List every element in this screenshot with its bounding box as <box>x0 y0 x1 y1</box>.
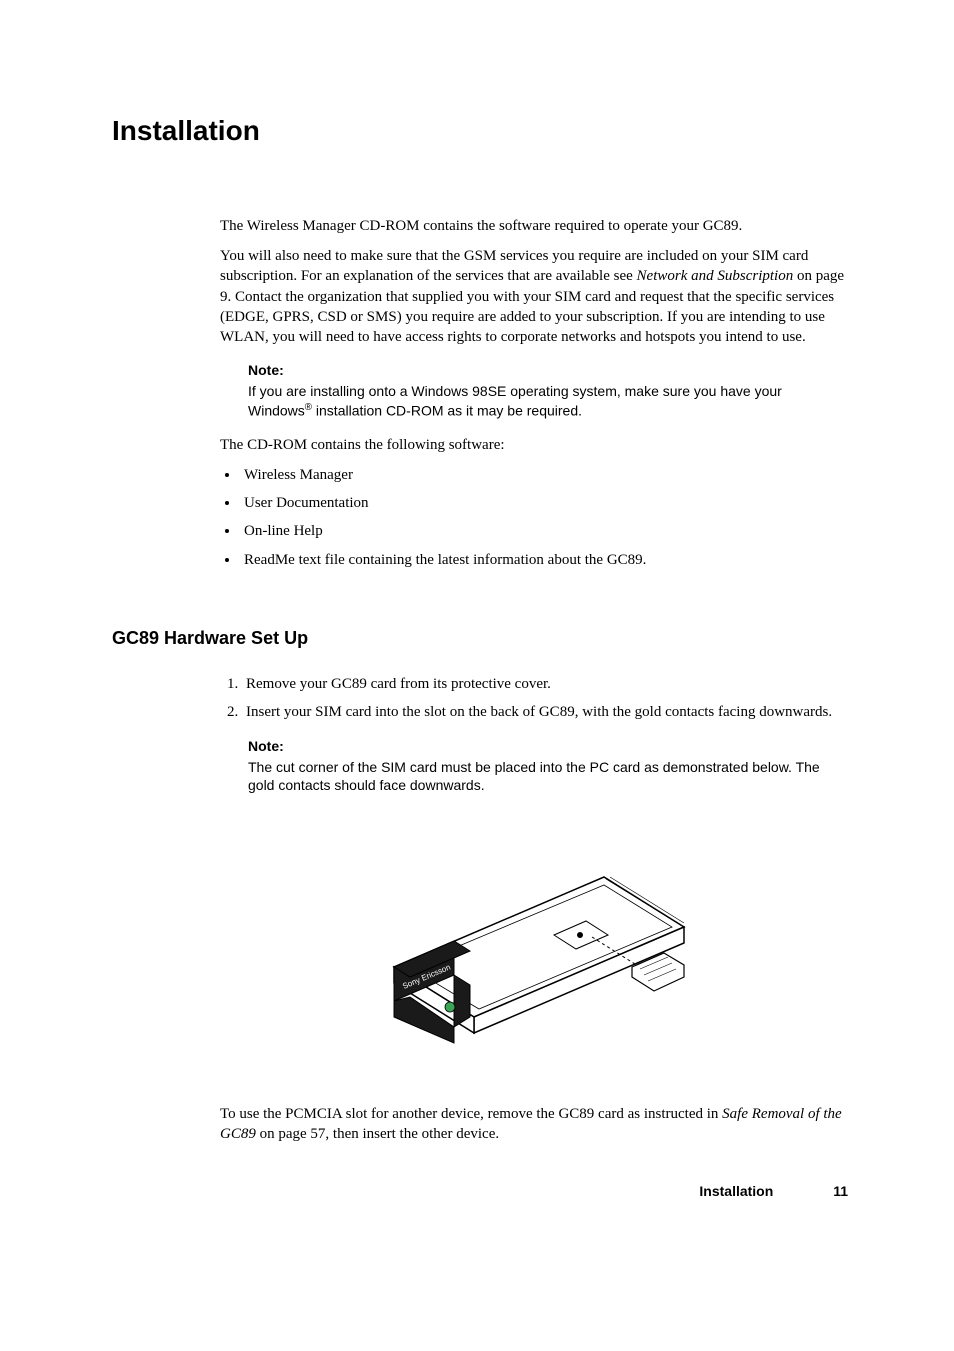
hardware-steps: Remove your GC89 card from its protectiv… <box>220 674 848 723</box>
cd-contents-line: The CD-ROM contains the following softwa… <box>220 435 848 455</box>
closing-b: on page 57, then insert the other device… <box>256 1126 499 1142</box>
note-2-body: The cut corner of the SIM card must be p… <box>248 759 820 794</box>
step-item: Insert your SIM card into the slot on th… <box>242 702 848 722</box>
cd-contents-list: Wireless Manager User Documentation On-l… <box>220 465 848 570</box>
closing-paragraph: To use the PCMCIA slot for another devic… <box>220 1104 848 1145</box>
list-item: Wireless Manager <box>240 465 848 485</box>
body-column: The Wireless Manager CD-ROM contains the… <box>220 216 848 570</box>
registered-mark: ® <box>305 402 312 413</box>
pc-card-illustration-icon: Sony Ericsson <box>354 817 714 1057</box>
page-title: Installation <box>112 112 848 150</box>
footer-title: Installation <box>699 1183 773 1199</box>
list-item: On-line Help <box>240 521 848 541</box>
note-label: Note: <box>248 361 848 380</box>
list-item: ReadMe text file containing the latest i… <box>240 550 848 570</box>
intro-paragraph-1: The Wireless Manager CD-ROM contains the… <box>220 216 848 236</box>
list-item: User Documentation <box>240 493 848 513</box>
step-item: Remove your GC89 card from its protectiv… <box>242 674 848 694</box>
note-block-1: Note: If you are installing onto a Windo… <box>248 361 848 420</box>
intro-p2-link: Network and Subscription <box>637 268 794 284</box>
page-footer: Installation 11 <box>0 1182 954 1201</box>
page-number: 11 <box>833 1182 848 1201</box>
closing-a: To use the PCMCIA slot for another devic… <box>220 1106 722 1122</box>
note-block-2: Note: The cut corner of the SIM card mus… <box>248 737 848 796</box>
section-heading-hardware: GC89 Hardware Set Up <box>112 626 848 650</box>
pc-card-figure: Sony Ericsson <box>220 817 848 1063</box>
note-1-line2: installation CD-ROM as it may be require… <box>312 403 582 419</box>
page: Installation The Wireless Manager CD-ROM… <box>0 0 954 1351</box>
note-label: Note: <box>248 737 848 756</box>
hardware-body: Remove your GC89 card from its protectiv… <box>220 674 848 1144</box>
intro-paragraph-2: You will also need to make sure that the… <box>220 246 848 347</box>
